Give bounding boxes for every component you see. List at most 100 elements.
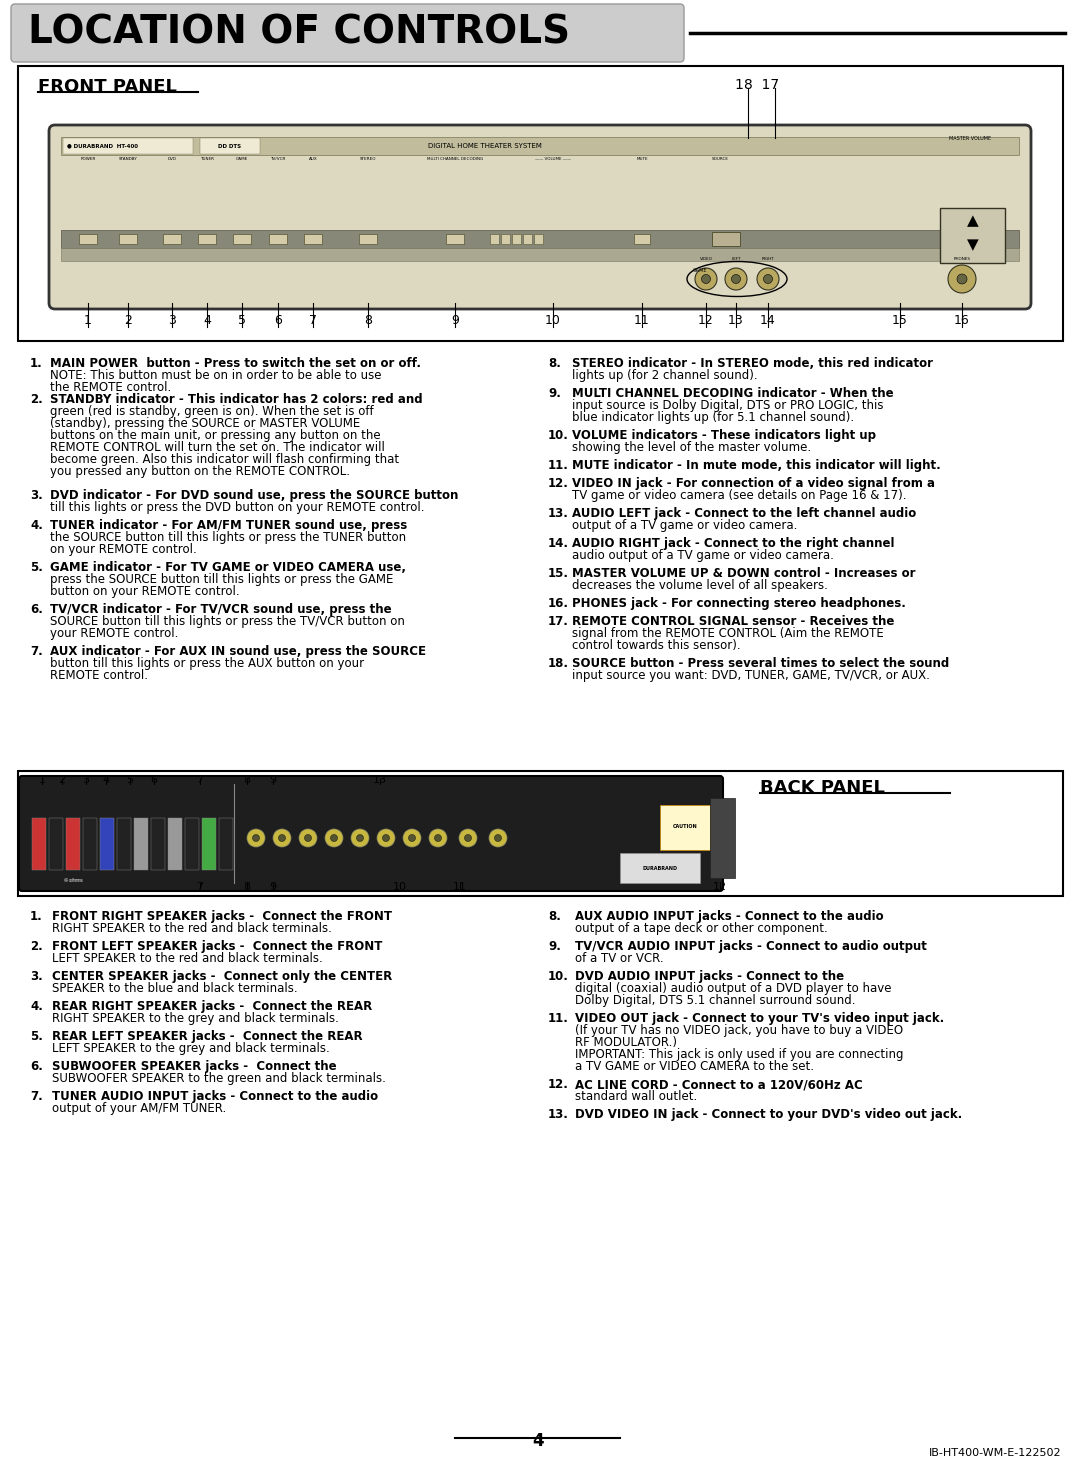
Text: DD DTS: DD DTS — [218, 144, 242, 148]
Text: MASTER VOLUME: MASTER VOLUME — [949, 136, 991, 141]
Text: input source you want: DVD, TUNER, GAME, TV/VCR, or AUX.: input source you want: DVD, TUNER, GAME,… — [572, 668, 930, 682]
Text: BACK PANEL: BACK PANEL — [760, 778, 885, 798]
Text: 12: 12 — [713, 883, 727, 891]
Text: 11: 11 — [453, 883, 467, 891]
Text: SPEAKER to the blue and black terminals.: SPEAKER to the blue and black terminals. — [52, 982, 298, 995]
Text: 1.: 1. — [30, 910, 43, 924]
Text: 6.: 6. — [30, 603, 43, 616]
Text: till this lights or press the DVD button on your REMOTE control.: till this lights or press the DVD button… — [50, 501, 424, 515]
Text: 4: 4 — [103, 776, 109, 784]
Text: blue indicator lights up (for 5.1 channel sound).: blue indicator lights up (for 5.1 channe… — [572, 410, 854, 424]
Text: output of a tape deck or other component.: output of a tape deck or other component… — [575, 922, 827, 935]
Text: 12.: 12. — [548, 476, 569, 490]
Text: 2.: 2. — [30, 393, 43, 406]
Text: TUNER indicator - For AM/FM TUNER sound use, press: TUNER indicator - For AM/FM TUNER sound … — [50, 519, 407, 532]
Circle shape — [305, 834, 311, 841]
Text: 2.: 2. — [30, 940, 43, 953]
Text: REMOTE CONTROL will turn the set on. The indicator will: REMOTE CONTROL will turn the set on. The… — [50, 441, 384, 454]
Bar — [359, 235, 377, 243]
Text: 8: 8 — [364, 314, 372, 327]
Bar — [712, 232, 740, 246]
Text: MASTER VOLUME UP & DOWN control - Increases or: MASTER VOLUME UP & DOWN control - Increa… — [572, 567, 916, 581]
Circle shape — [948, 265, 976, 293]
Text: 8: 8 — [243, 883, 251, 891]
Text: control towards this sensor).: control towards this sensor). — [572, 639, 741, 652]
Bar — [100, 818, 114, 869]
Text: TUNER: TUNER — [200, 157, 214, 161]
Text: 8.: 8. — [548, 358, 561, 369]
Text: REAR RIGHT SPEAKER jacks -  Connect the REAR: REAR RIGHT SPEAKER jacks - Connect the R… — [52, 1000, 373, 1013]
Text: 1: 1 — [84, 314, 92, 327]
Bar — [303, 235, 322, 243]
Text: decreases the volume level of all speakers.: decreases the volume level of all speake… — [572, 579, 828, 592]
Text: 7: 7 — [197, 776, 203, 784]
Text: 5: 5 — [238, 314, 246, 327]
Text: digital (coaxial) audio output of a DVD player to have: digital (coaxial) audio output of a DVD … — [575, 982, 891, 995]
Bar — [79, 235, 97, 243]
Circle shape — [696, 268, 717, 290]
Bar — [501, 235, 510, 243]
Text: 7: 7 — [197, 883, 203, 891]
Text: VIDEO OUT jack - Connect to your TV's video input jack.: VIDEO OUT jack - Connect to your TV's vi… — [575, 1012, 944, 1025]
Text: PHONES jack - For connecting stereo headphones.: PHONES jack - For connecting stereo head… — [572, 597, 906, 610]
Text: 6: 6 — [274, 314, 282, 327]
Text: button on your REMOTE control.: button on your REMOTE control. — [50, 585, 240, 598]
Text: 3: 3 — [168, 314, 176, 327]
Text: Dolby Digital, DTS 5.1 channel surround sound.: Dolby Digital, DTS 5.1 channel surround … — [575, 994, 855, 1007]
Text: POWER: POWER — [80, 157, 96, 161]
Text: 7: 7 — [309, 314, 318, 327]
Circle shape — [957, 274, 967, 284]
Text: (If your TV has no VIDEO jack, you have to buy a VIDEO: (If your TV has no VIDEO jack, you have … — [575, 1023, 903, 1036]
Text: REAR LEFT SPEAKER jacks -  Connect the REAR: REAR LEFT SPEAKER jacks - Connect the RE… — [52, 1031, 363, 1042]
Text: AUX: AUX — [309, 157, 318, 161]
Text: 14: 14 — [760, 314, 775, 327]
Text: your REMOTE control.: your REMOTE control. — [50, 627, 178, 641]
Text: SOURCE button - Press several times to select the sound: SOURCE button - Press several times to s… — [572, 657, 949, 670]
Bar — [710, 798, 735, 878]
Text: lights up (for 2 channel sound).: lights up (for 2 channel sound). — [572, 369, 758, 383]
Text: LEFT: LEFT — [731, 257, 741, 261]
Bar — [60, 136, 1020, 155]
Text: AUDIO LEFT jack - Connect to the left channel audio: AUDIO LEFT jack - Connect to the left ch… — [572, 507, 916, 520]
Circle shape — [464, 834, 472, 841]
Text: the REMOTE control.: the REMOTE control. — [50, 381, 172, 394]
Circle shape — [757, 268, 779, 290]
Text: MULTI CHANNEL DECODING indicator - When the: MULTI CHANNEL DECODING indicator - When … — [572, 387, 893, 400]
Bar — [18, 771, 1063, 896]
FancyBboxPatch shape — [49, 125, 1031, 309]
Text: 8.: 8. — [548, 910, 561, 924]
Bar — [119, 235, 137, 243]
Circle shape — [253, 834, 259, 841]
Text: DVD: DVD — [167, 157, 176, 161]
Text: ● DURABRAND  HT-400: ● DURABRAND HT-400 — [67, 144, 138, 148]
Text: 10.: 10. — [548, 430, 569, 443]
Text: DVD AUDIO INPUT jacks - Connect to the: DVD AUDIO INPUT jacks - Connect to the — [575, 970, 845, 984]
Circle shape — [299, 828, 318, 847]
Circle shape — [403, 828, 421, 847]
Text: output of your AM/FM TUNER.: output of your AM/FM TUNER. — [52, 1102, 226, 1116]
Text: GAME: GAME — [692, 268, 707, 273]
Bar — [168, 818, 183, 869]
Circle shape — [764, 274, 772, 283]
Text: a TV GAME or VIDEO CAMERA to the set.: a TV GAME or VIDEO CAMERA to the set. — [575, 1060, 814, 1073]
Text: 9: 9 — [269, 776, 276, 784]
Text: PHONES: PHONES — [954, 257, 971, 261]
Text: press the SOURCE button till this lights or press the GAME: press the SOURCE button till this lights… — [50, 573, 393, 586]
Text: 11: 11 — [634, 314, 650, 327]
Circle shape — [408, 834, 416, 841]
Text: 6: 6 — [150, 776, 158, 784]
Text: audio output of a TV game or video camera.: audio output of a TV game or video camer… — [572, 548, 834, 561]
Bar — [49, 818, 63, 869]
Text: 10.: 10. — [548, 970, 569, 984]
Text: 11.: 11. — [548, 1012, 569, 1025]
Bar — [233, 235, 251, 243]
Text: output of a TV game or video camera.: output of a TV game or video camera. — [572, 519, 797, 532]
Text: MULTI CHANNEL DECODING: MULTI CHANNEL DECODING — [427, 157, 483, 161]
Circle shape — [489, 828, 507, 847]
Text: button till this lights or press the AUX button on your: button till this lights or press the AUX… — [50, 657, 364, 670]
Text: AUX AUDIO INPUT jacks - Connect to the audio: AUX AUDIO INPUT jacks - Connect to the a… — [575, 910, 883, 924]
Text: SOURCE button till this lights or press the TV/VCR button on: SOURCE button till this lights or press … — [50, 616, 405, 627]
Text: 13: 13 — [373, 776, 387, 784]
Text: 2: 2 — [124, 314, 132, 327]
Text: of a TV or VCR.: of a TV or VCR. — [575, 951, 663, 965]
